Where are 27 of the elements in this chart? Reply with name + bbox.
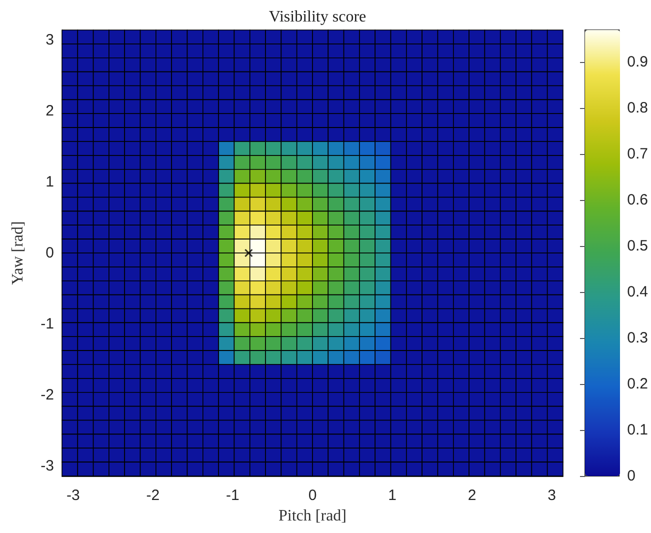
color-bar-label: 0.1	[627, 422, 648, 439]
x-tick-label: 1	[388, 487, 396, 504]
chart-title: Visibility score	[268, 8, 366, 26]
color-bar-label: 0	[627, 468, 636, 484]
color-bar-label: 0.5	[627, 238, 648, 255]
y-tick-label: 2	[46, 102, 54, 120]
x-tick-label: -2	[146, 487, 160, 504]
color-bar-label: 0.3	[627, 330, 648, 347]
x-axis-title: Pitch [rad]	[278, 508, 346, 524]
y-tick-label: 3	[46, 31, 54, 48]
color-bar-label: 0.9	[627, 54, 648, 71]
color-bar-label: 0.6	[627, 192, 648, 209]
y-axis-title: Yaw [rad]	[10, 221, 26, 285]
x-tick-label: 2	[468, 487, 476, 504]
x-tick-label: -1	[226, 487, 240, 504]
color-bar-label: 0.2	[627, 376, 648, 393]
x-tick-label: 0	[308, 487, 317, 504]
x-tick-label: 3	[548, 487, 556, 504]
x-tick-label: -3	[66, 487, 80, 504]
y-tick-label: 0	[46, 244, 54, 262]
y-tick-label: 1	[46, 173, 54, 190]
y-tick-label: -2	[40, 386, 54, 404]
color-bar-label: 0.8	[627, 100, 648, 117]
y-tick-label: -1	[40, 316, 54, 333]
y-tick-label: -3	[40, 458, 54, 475]
color-bar-label: 0.4	[627, 284, 648, 301]
color-bar-label: 0.7	[627, 146, 648, 163]
